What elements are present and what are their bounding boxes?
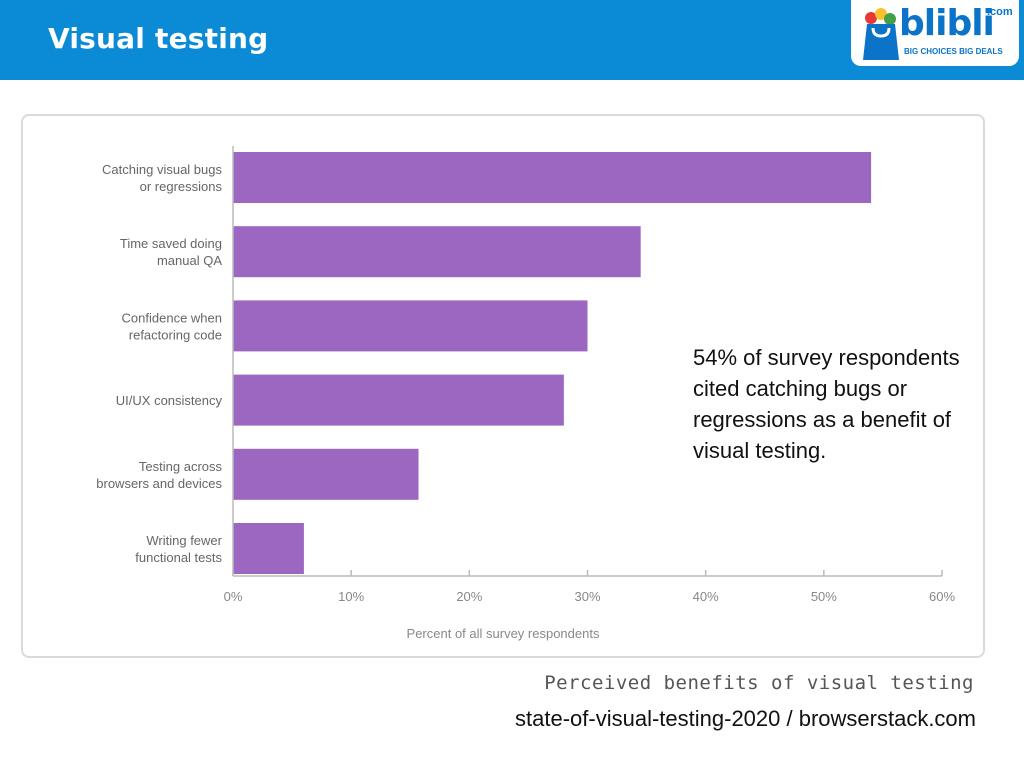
x-tick-label: 40% (693, 589, 719, 604)
category-label: Testing across browsers and devices (96, 459, 222, 491)
x-tick-label: 0% (224, 589, 243, 604)
chart-bar (233, 374, 564, 426)
chart-bar (233, 226, 641, 278)
brand-logo: blibli .com BIG CHOICES BIG DEALS (851, 0, 1019, 66)
x-axis-title: Percent of all survey respondents (407, 626, 600, 641)
logo-wordmark: blibli (899, 3, 995, 44)
logo-tagline: BIG CHOICES BIG DEALS (904, 47, 1003, 56)
header-bar: Visual testing blibli .com BIG CHOICES B… (0, 0, 1024, 80)
x-tick-label: 10% (338, 589, 364, 604)
chart-caption: Perceived benefits of visual testing (544, 672, 974, 694)
category-label: Time saved doing manual QA (120, 236, 222, 268)
x-tick-label: 60% (929, 589, 955, 604)
source-citation: state-of-visual-testing-2020 / browserst… (515, 706, 976, 731)
x-tick-label: 20% (456, 589, 482, 604)
x-tick-label: 50% (811, 589, 837, 604)
logo-suffix: .com (987, 6, 1013, 18)
chart-bar (233, 152, 872, 203)
chart-bar (233, 300, 588, 352)
shopping-bag-icon (863, 8, 899, 60)
category-label: UI/UX consistency (116, 393, 223, 408)
category-label: Confidence when refactoring code (122, 310, 222, 342)
chart-bar (233, 523, 304, 574)
chart-annotation: 54% of survey respondents cited catching… (693, 345, 960, 463)
x-tick-label: 30% (574, 589, 600, 604)
chart-card: Catching visual bugs or regressions Time s… (21, 114, 985, 658)
bar-chart: Catching visual bugs or regressions Time s… (96, 146, 955, 641)
category-label: Writing fewer functional tests (135, 533, 222, 565)
category-label: Catching visual bugs or regressions (102, 162, 222, 194)
slide-title: Visual testing (48, 22, 269, 55)
chart-bar (233, 448, 419, 500)
